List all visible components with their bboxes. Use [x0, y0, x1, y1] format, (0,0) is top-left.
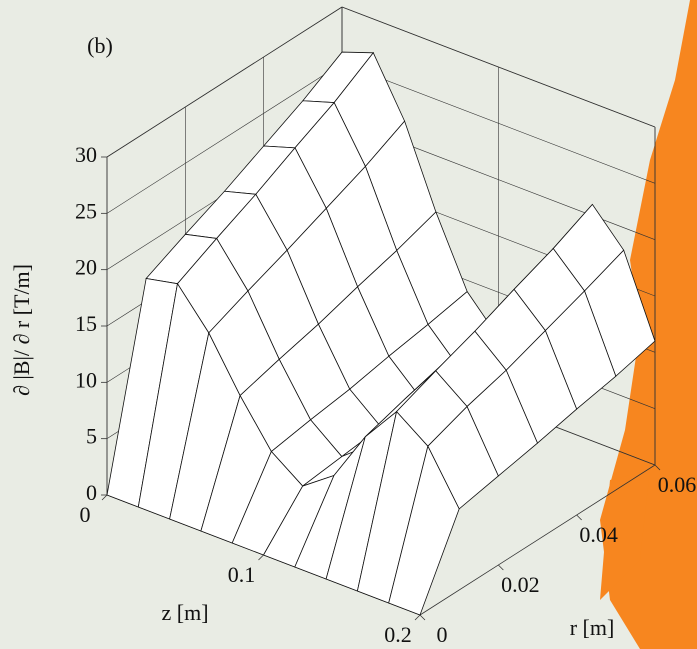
panel-label: (b) — [87, 33, 113, 58]
y-tick-label: 0.04 — [579, 522, 618, 547]
y-tick-label: 0.02 — [501, 572, 540, 597]
z-tick-label: 20 — [75, 255, 97, 280]
page: (b) z [m] r [m] ∂ |B|/ ∂ r [T/m] 0 5 10 15 2… — [0, 0, 697, 649]
z-tick-label: 25 — [75, 198, 97, 223]
x-tick-label: 0 — [80, 502, 91, 527]
y-tick-label: 0.06 — [658, 472, 697, 497]
z-axis-label: ∂ |B|/ ∂ r [T/m] — [9, 264, 34, 396]
chart: (b) z [m] r [m] ∂ |B|/ ∂ r [T/m] 0 5 10 15 2… — [0, 0, 697, 649]
z-tick-label: 10 — [75, 367, 97, 392]
z-tick-label: 30 — [75, 142, 97, 167]
x-axis-label: z [m] — [161, 600, 208, 625]
y-tick-label: 0 — [437, 622, 448, 647]
z-tick-label: 15 — [75, 311, 97, 336]
x-tick-label: 0.1 — [228, 562, 256, 587]
y-axis-label: r [m] — [570, 615, 615, 640]
z-tick-label: 5 — [86, 424, 97, 449]
x-tick-label: 0.2 — [384, 622, 412, 647]
